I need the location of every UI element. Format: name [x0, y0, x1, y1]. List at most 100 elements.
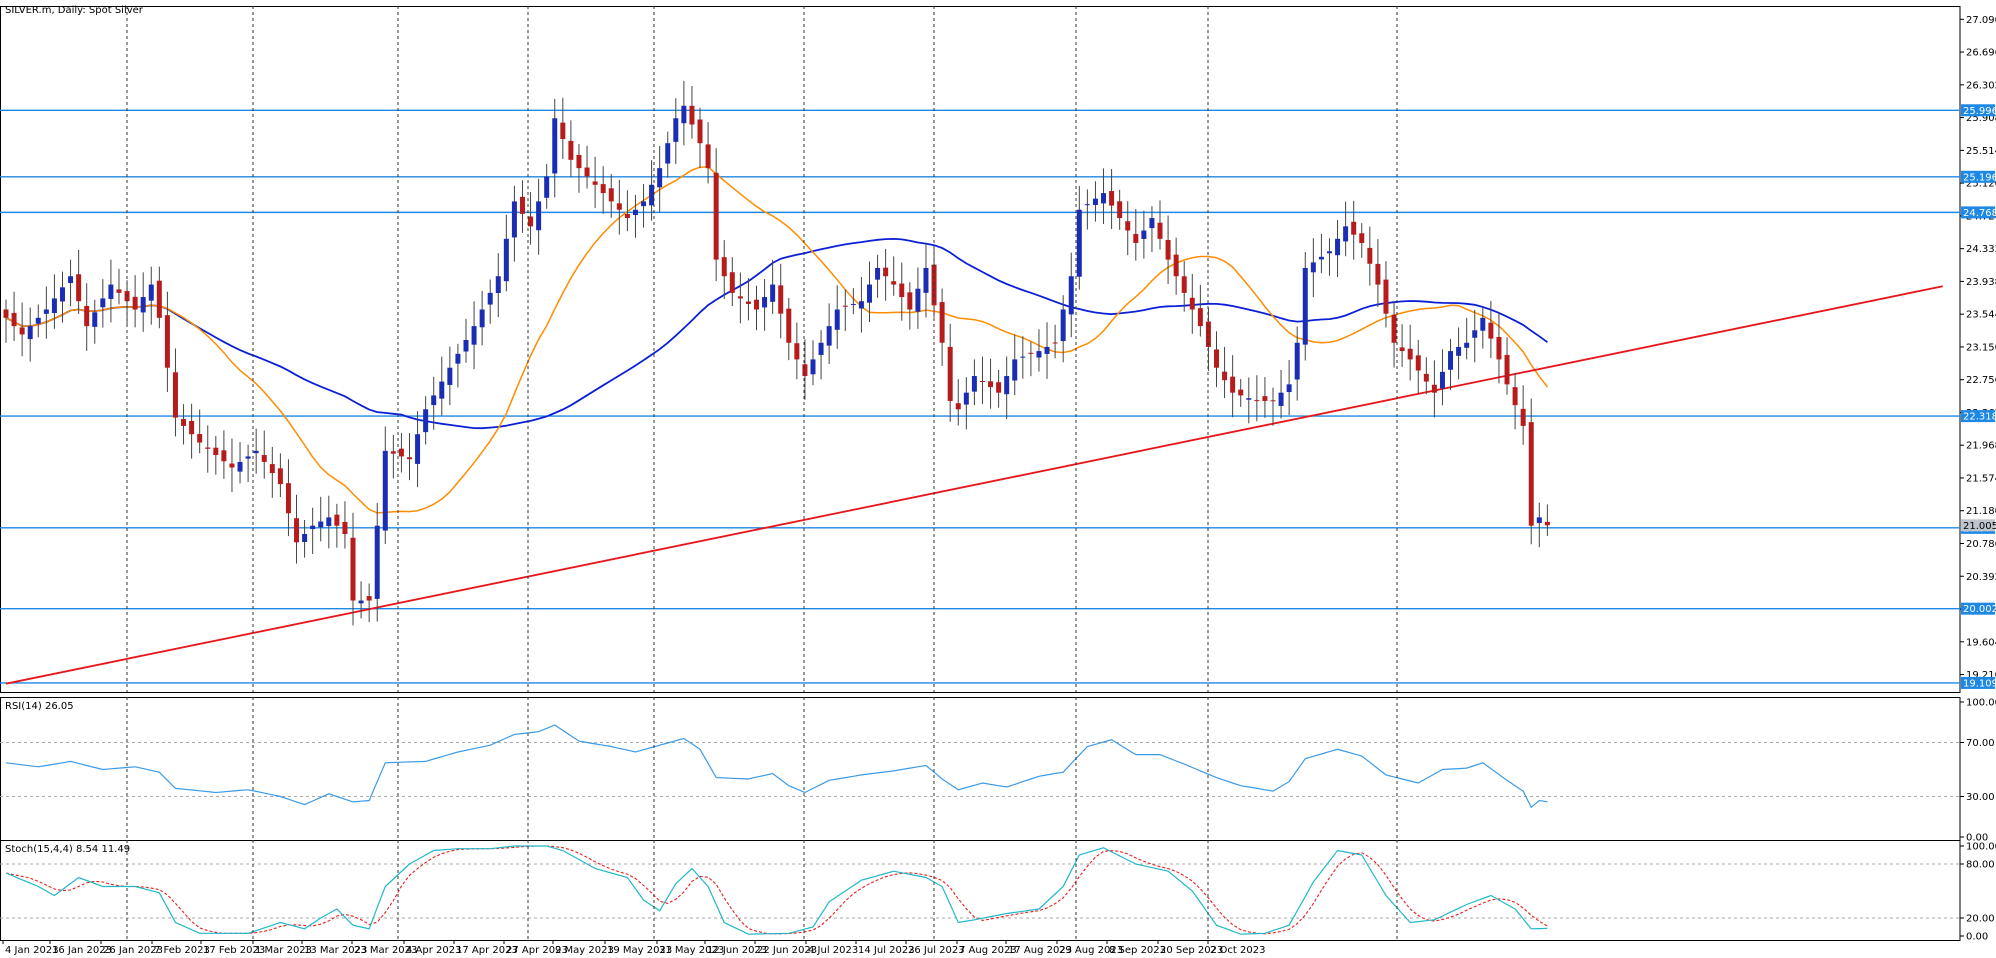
bearish-candle — [939, 302, 945, 343]
bearish-candle — [713, 172, 719, 260]
bullish-candle — [1335, 238, 1341, 256]
bearish-candle — [1254, 400, 1260, 402]
bearish-candle — [883, 267, 889, 277]
time-tick-label: 4 Jul 2023 — [808, 945, 858, 956]
bullish-candle — [1480, 317, 1486, 331]
bullish-candle — [1343, 226, 1349, 242]
bearish-candle — [705, 144, 711, 169]
bullish-candle — [810, 359, 816, 375]
bearish-candle — [689, 105, 695, 125]
bullish-candle — [1020, 356, 1026, 358]
bullish-candle — [382, 450, 388, 531]
bearish-candle — [407, 457, 412, 460]
price-tick-label: 21.180 — [1966, 506, 1996, 517]
bearish-candle — [1383, 279, 1389, 314]
bearish-candle — [84, 305, 90, 327]
bearish-candle — [616, 203, 622, 210]
horizontal-level-label: 20.002 — [1963, 604, 1996, 615]
bullish-candle — [1294, 342, 1300, 380]
rsi-tick-label: 0.00 — [1966, 833, 1988, 844]
bearish-candle — [181, 419, 187, 426]
bullish-candle — [68, 276, 74, 284]
bearish-candle — [1205, 321, 1211, 347]
bearish-candle — [1109, 191, 1115, 206]
bearish-candle — [608, 188, 614, 202]
bullish-candle — [302, 534, 308, 542]
bearish-candle — [899, 283, 905, 298]
bearish-candle — [1488, 322, 1494, 339]
bearish-candle — [221, 450, 227, 462]
time-tick-label: 26 Jul 2023 — [908, 945, 965, 956]
bearish-candle — [955, 403, 961, 410]
bearish-candle — [261, 455, 267, 462]
bearish-candle — [754, 299, 760, 310]
bearish-candle — [294, 518, 300, 543]
bearish-candle — [1520, 408, 1526, 426]
horizontal-level-tag — [1961, 676, 1995, 689]
bullish-candle — [487, 292, 493, 305]
bullish-candle — [237, 461, 243, 472]
bearish-candle — [350, 537, 356, 601]
time-tick-label: 4 Apr 2023 — [406, 945, 461, 956]
time-tick-label: 17 Aug 2023 — [1008, 945, 1072, 956]
bullish-candle — [866, 284, 872, 303]
bullish-candle — [447, 367, 453, 385]
bearish-candle — [842, 305, 848, 307]
bullish-candle — [415, 434, 421, 464]
moving-average-slow — [5, 237, 1548, 430]
bearish-candle — [1214, 349, 1219, 368]
bullish-candle — [59, 287, 65, 302]
bullish-candle — [503, 238, 509, 282]
bearish-candle — [600, 184, 606, 194]
horizontal-level-tag — [1961, 410, 1995, 423]
stochastic-tick-label: 20.00 — [1966, 914, 1995, 925]
price-tick-label: 27.090 — [1966, 15, 1996, 26]
price-tick-label: 20.786 — [1966, 539, 1996, 550]
bearish-candle — [164, 315, 170, 368]
bearish-candle — [1230, 376, 1236, 393]
bullish-candle — [826, 326, 832, 346]
bearish-candle — [1359, 233, 1365, 243]
bearish-candle — [213, 447, 219, 456]
bearish-candle — [269, 464, 275, 474]
bullish-candle — [1004, 376, 1010, 395]
current-price-label: 21.005 — [1963, 521, 1996, 532]
bearish-candle — [584, 167, 590, 177]
time-tick-label: 9 May 2023 — [555, 945, 614, 956]
horizontal-level-tag — [1961, 602, 1995, 615]
bullish-candle — [1036, 351, 1042, 358]
bearish-candle — [398, 448, 404, 457]
bullish-candle — [1149, 218, 1155, 229]
bearish-candle — [729, 272, 735, 293]
bearish-candle — [1173, 254, 1179, 277]
horizontal-level-label: 25.196 — [1963, 172, 1996, 183]
bearish-candle — [737, 296, 743, 299]
bearish-candle — [1262, 396, 1268, 401]
bullish-candle — [1448, 351, 1454, 370]
bullish-candle — [915, 288, 921, 312]
bullish-candle — [875, 267, 881, 280]
bearish-candle — [1028, 352, 1034, 354]
stochastic-panel[interactable]: 100.00 80.00 20.00 0.00 — [0, 840, 1996, 943]
time-tick-label: 31 May 2023 — [659, 945, 724, 956]
rising-trendline[interactable] — [5, 285, 1943, 685]
price-panel[interactable]: 27.090 26.696 26.302 25.908 25.514 25.120 24.7… — [0, 6, 1996, 693]
price-panel-frame — [0, 6, 1961, 693]
bullish-candle — [511, 201, 517, 238]
stochastic-tick-label: 0.00 — [1966, 932, 1988, 943]
bearish-candle — [342, 521, 348, 535]
bearish-candle — [592, 181, 598, 185]
rsi-label: RSI(14) 26.05 — [5, 701, 74, 712]
horizontal-level-label: 19.109 — [1963, 678, 1996, 689]
price-tick-label: 20.392 — [1966, 572, 1996, 583]
time-tick-label: 12 Jun 2023 — [707, 945, 767, 956]
bearish-candle — [189, 420, 195, 435]
bearish-candle — [1407, 348, 1413, 360]
bullish-candle — [245, 456, 251, 459]
price-tick-label: 23.544 — [1966, 310, 1996, 321]
bearish-candle — [1270, 400, 1276, 402]
bearish-candle — [745, 301, 751, 304]
bullish-candle — [858, 301, 864, 309]
